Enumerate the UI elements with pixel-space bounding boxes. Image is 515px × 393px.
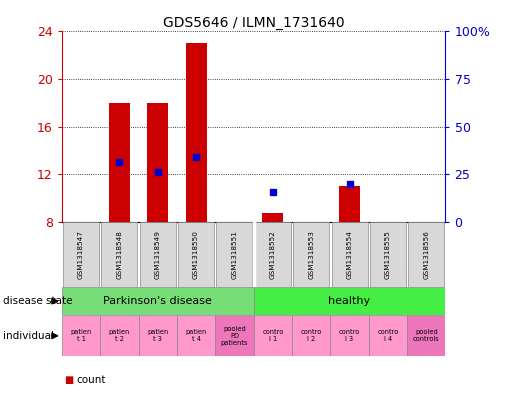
- Bar: [100, 315, 139, 356]
- Text: GSM1318550: GSM1318550: [193, 230, 199, 279]
- Bar: [407, 315, 445, 356]
- Title: GDS5646 / ILMN_1731640: GDS5646 / ILMN_1731640: [163, 17, 345, 30]
- Text: contro
l 3: contro l 3: [339, 329, 360, 342]
- Bar: [215, 315, 253, 356]
- Text: patien
t 1: patien t 1: [71, 329, 92, 342]
- Text: Parkinson's disease: Parkinson's disease: [104, 296, 212, 306]
- Bar: [293, 222, 329, 287]
- Text: GSM1318553: GSM1318553: [308, 230, 314, 279]
- Bar: [253, 287, 445, 315]
- Bar: [178, 222, 214, 287]
- Text: patien
t 4: patien t 4: [185, 329, 207, 342]
- Bar: [147, 103, 168, 222]
- Text: patien
t 3: patien t 3: [147, 329, 168, 342]
- Text: GSM1318556: GSM1318556: [423, 230, 430, 279]
- Text: GSM1318548: GSM1318548: [116, 230, 123, 279]
- Bar: [332, 222, 368, 287]
- Bar: [255, 222, 291, 287]
- Bar: [63, 222, 99, 287]
- Text: count: count: [76, 375, 106, 385]
- Bar: [331, 315, 369, 356]
- Text: GSM1318551: GSM1318551: [231, 230, 237, 279]
- Bar: [62, 287, 253, 315]
- Bar: [253, 315, 292, 356]
- Text: GSM1318549: GSM1318549: [154, 230, 161, 279]
- Bar: [339, 186, 360, 222]
- Text: disease state: disease state: [3, 296, 72, 306]
- Bar: [140, 222, 176, 287]
- Bar: [109, 103, 130, 222]
- Text: pooled
controls: pooled controls: [413, 329, 440, 342]
- Text: GSM1318552: GSM1318552: [270, 230, 276, 279]
- Text: GSM1318547: GSM1318547: [78, 230, 84, 279]
- Bar: [369, 315, 407, 356]
- Text: ■: ■: [64, 375, 74, 385]
- Bar: [101, 222, 138, 287]
- Text: pooled
PD
patients: pooled PD patients: [221, 326, 248, 346]
- Text: GSM1318554: GSM1318554: [347, 230, 353, 279]
- Bar: [216, 222, 252, 287]
- Text: contro
l 2: contro l 2: [300, 329, 322, 342]
- Bar: [139, 315, 177, 356]
- Text: contro
l 4: contro l 4: [377, 329, 399, 342]
- Bar: [370, 222, 406, 287]
- Bar: [262, 213, 283, 222]
- Bar: [177, 315, 215, 356]
- Bar: [292, 315, 331, 356]
- Text: individual: individual: [3, 331, 54, 341]
- Text: GSM1318555: GSM1318555: [385, 230, 391, 279]
- Bar: [62, 315, 100, 356]
- Bar: [408, 222, 444, 287]
- Bar: [185, 43, 207, 222]
- Text: contro
l 1: contro l 1: [262, 329, 284, 342]
- Text: patien
t 2: patien t 2: [109, 329, 130, 342]
- Text: healthy: healthy: [329, 296, 371, 306]
